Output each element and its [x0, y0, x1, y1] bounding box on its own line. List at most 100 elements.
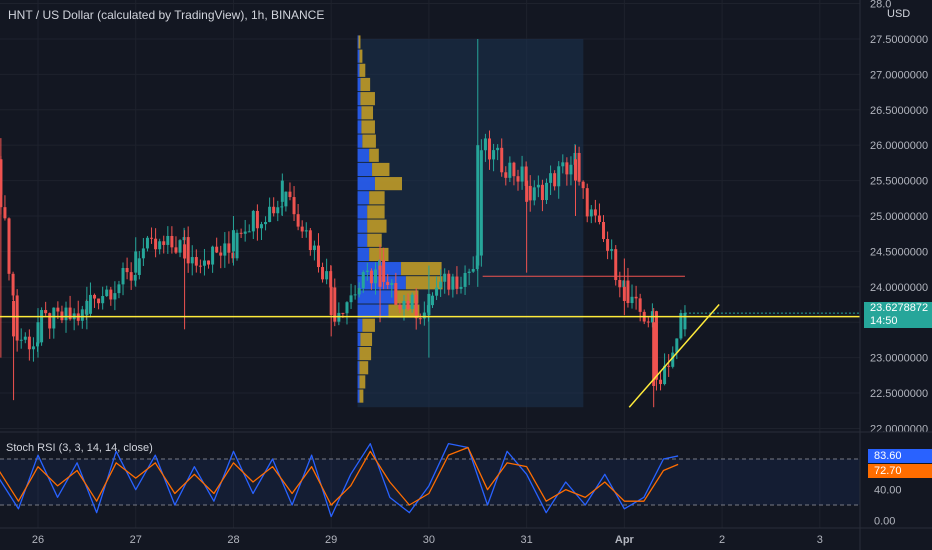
volume-profile-up-bar [357, 148, 370, 162]
time-tick-label: Apr [615, 534, 635, 546]
candle-body [663, 365, 667, 385]
volume-profile-up-bar [357, 276, 406, 290]
candle-body [459, 286, 463, 289]
candle-body [207, 260, 211, 265]
volume-profile-up-bar [357, 389, 360, 403]
candle-body [154, 238, 158, 250]
price-tick-label: 24.5000000 [870, 246, 928, 258]
candle-body [540, 184, 544, 201]
candle-body [186, 237, 190, 264]
volume-profile-up-bar [357, 219, 368, 233]
volume-profile-up-bar [357, 49, 360, 63]
candle-body [109, 289, 113, 300]
candle-body [255, 210, 259, 229]
candle-body [435, 287, 439, 296]
candle-body [349, 295, 353, 303]
stoch-rsi-label[interactable]: Stoch RSI (3, 3, 14, 14, close) [6, 442, 153, 454]
rsi-d-value: 72.70 [868, 464, 932, 478]
candle-body [243, 231, 247, 234]
candle-body [202, 260, 206, 266]
candle-body [602, 222, 606, 239]
candle-body [390, 283, 394, 286]
candle-body [585, 188, 589, 217]
price-tick-label: 25.0000000 [870, 211, 928, 223]
candle-body [430, 295, 434, 306]
volume-profile-down-bar [374, 177, 402, 191]
candle-body [137, 258, 141, 275]
time-tick-label: 28 [227, 534, 239, 546]
volume-profile-down-bar [358, 35, 361, 49]
candle-body [528, 185, 532, 201]
candle-body [427, 293, 431, 316]
candle-body [496, 147, 500, 151]
volume-profile-down-bar [369, 191, 385, 205]
candle-body [48, 313, 52, 329]
volume-profile-up-bar [357, 191, 370, 205]
candle-body [44, 310, 48, 314]
candle-body [341, 312, 345, 314]
candle-body [536, 184, 540, 188]
volume-profile-up-bar [357, 318, 363, 332]
candle-body [671, 352, 675, 367]
candle-body [239, 232, 243, 234]
candle-body [373, 269, 377, 284]
volume-profile-up-bar [357, 162, 373, 177]
candle-body [304, 230, 308, 232]
candle-body [64, 307, 68, 321]
time-tick-label: 29 [325, 534, 337, 546]
volume-profile-range [357, 38, 584, 408]
candle-body [141, 248, 145, 259]
candle-body [455, 276, 459, 289]
volume-profile-up-bar [357, 375, 360, 389]
volume-profile-down-bar [359, 361, 369, 375]
volume-profile-down-bar [369, 247, 389, 262]
candle-body [504, 172, 508, 178]
candle-body [479, 150, 483, 256]
stoch-rsi-pane [0, 443, 860, 518]
candle-body [268, 206, 272, 223]
drawings[interactable] [0, 275, 860, 408]
candle-body [251, 210, 255, 232]
candle-body [247, 231, 251, 233]
volume-profile-up-bar [357, 92, 361, 106]
candle-body [683, 313, 687, 330]
candle-body [113, 293, 117, 300]
candle-body [654, 311, 658, 380]
volume-profile-up-bar [357, 304, 389, 318]
last-price-badge: 23.6278872 14:50 [864, 302, 932, 328]
candle-body [272, 206, 276, 214]
chart-title: HNT / US Dollar (calculated by TradingVi… [8, 8, 325, 22]
candle-body [345, 302, 349, 314]
candle-body [170, 235, 174, 248]
candle-body [259, 224, 263, 229]
price-tick-label: 22.0000000 [870, 423, 928, 435]
volume-profile-down-bar [360, 332, 373, 347]
time-tick-label: 2 [719, 534, 725, 546]
candle-body [11, 273, 15, 296]
candle-body [618, 280, 622, 288]
candle-body [166, 235, 170, 245]
candle-body [593, 209, 597, 216]
volume-profile-down-bar [367, 205, 385, 219]
candle-body [292, 197, 296, 215]
candle-body [561, 162, 565, 167]
candle-body [476, 145, 480, 266]
currency-label[interactable]: USD [887, 8, 911, 20]
candle-body [500, 147, 504, 173]
candle-body [557, 166, 561, 187]
time-tick-label: 27 [130, 534, 142, 546]
candle-body [369, 270, 373, 284]
candle-body [97, 298, 101, 304]
candle-body [162, 241, 166, 245]
candle-body [329, 286, 333, 316]
candle-body [125, 267, 129, 273]
candle-body [463, 272, 467, 287]
volume-profile-down-bar [405, 276, 443, 290]
volume-profile-down-bar [369, 148, 379, 162]
volume-profile-down-bar [401, 262, 442, 276]
candle-body [174, 247, 178, 253]
price-tick-label: 26.0000000 [870, 140, 928, 152]
candle-body [447, 273, 451, 290]
